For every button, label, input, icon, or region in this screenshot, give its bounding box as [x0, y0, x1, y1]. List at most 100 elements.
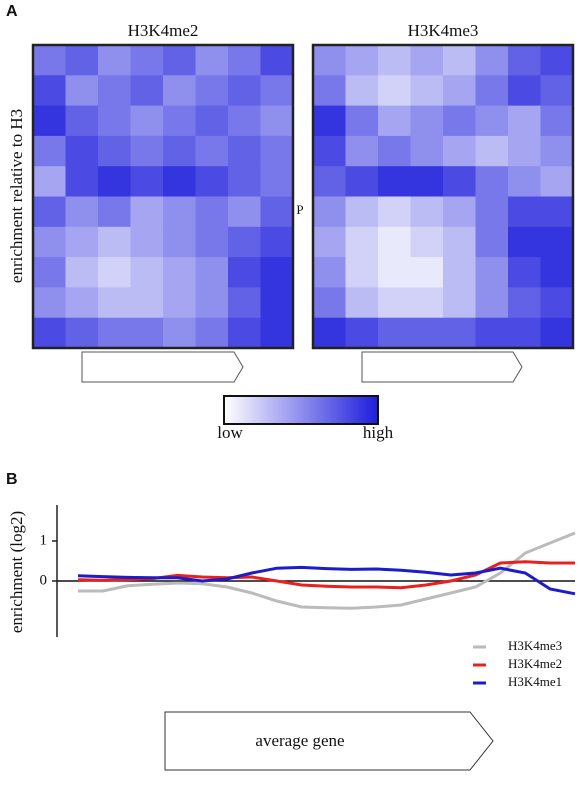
heatmap-cell	[508, 105, 541, 137]
heatmap-cell	[378, 257, 411, 288]
legend-label: H3K4me3	[508, 638, 562, 653]
heatmap-cell	[260, 226, 294, 258]
heatmap-cell	[313, 196, 346, 228]
heatmap-cell	[443, 226, 476, 258]
heatmap-cell	[98, 75, 131, 107]
heatmap-cell	[345, 105, 379, 137]
heatmap-cell	[313, 287, 346, 319]
heatmap-cell	[163, 45, 196, 76]
heatmap-cell	[345, 287, 379, 319]
heatmap-cell	[98, 166, 131, 197]
y-tick-label: 0	[40, 572, 48, 588]
heatmap-cell	[98, 135, 131, 167]
heatmap-cell	[475, 287, 509, 319]
heatmap-cell	[260, 317, 294, 349]
heatmap-cell	[260, 45, 294, 76]
heatmap-cell	[163, 317, 196, 349]
heatmap-cell	[228, 257, 261, 288]
heatmap-cell	[540, 317, 574, 349]
heatmap-cell	[443, 166, 476, 197]
heatmap-cell	[378, 45, 411, 76]
heatmap-cell	[163, 257, 196, 288]
heatmap-cell	[345, 75, 379, 107]
heatmap-cell	[33, 226, 66, 258]
heatmap-cell	[195, 166, 229, 197]
heatmap-cell	[98, 45, 131, 76]
heatmap-cell	[508, 45, 541, 76]
heatmap-cell	[195, 226, 229, 258]
heatmap-cell	[195, 196, 229, 228]
heatmap-cell	[508, 257, 541, 288]
heatmap-cell	[475, 166, 509, 197]
heatmap-cell	[345, 45, 379, 76]
heatmap-cell	[195, 75, 229, 107]
heatmap-frame	[31, 43, 295, 350]
heatmap-cell	[443, 287, 476, 319]
heatmap-cell	[98, 287, 131, 319]
heatmap-cell	[33, 257, 66, 288]
heatmap-cell	[228, 135, 261, 167]
heatmap-cell	[508, 287, 541, 319]
heatmap-cell	[195, 105, 229, 137]
heatmap-cell	[163, 105, 196, 137]
heatmap-cell	[33, 166, 66, 197]
heatmap-cell	[260, 135, 294, 167]
heatmap-cell	[410, 226, 444, 258]
heatmap-cell	[540, 105, 574, 137]
heatmap-cell	[98, 196, 131, 228]
panel-label: A	[6, 3, 18, 20]
gene-arrow	[164, 711, 494, 771]
heatmap-cell	[163, 196, 196, 228]
heatmap-cell	[33, 105, 66, 137]
heatmap-cell	[228, 166, 261, 197]
heatmap-cell	[228, 45, 261, 76]
heatmap-cell	[443, 317, 476, 349]
annotation: P	[296, 202, 303, 217]
heatmap-cell	[378, 317, 411, 349]
heatmap-cell	[130, 135, 164, 167]
heatmap-cell	[540, 75, 574, 107]
heatmap-cell	[345, 317, 379, 349]
heatmap-cell	[260, 257, 294, 288]
colorbar-label: high	[363, 423, 394, 442]
heatmap-cell	[33, 317, 66, 349]
heatmap-cell	[228, 196, 261, 228]
heatmap-cell	[540, 166, 574, 197]
heatmap-cell	[540, 45, 574, 76]
heatmap-cell	[130, 75, 164, 107]
heatmap-cell	[313, 257, 346, 288]
gene-arrow	[81, 351, 244, 383]
gene-arrow	[361, 351, 523, 383]
heatmap-cell	[410, 287, 444, 319]
heatmap-cell	[98, 257, 131, 288]
heatmap-cell	[475, 226, 509, 258]
heatmap-cell	[98, 317, 131, 349]
heatmap-cell	[65, 105, 99, 137]
heatmap-cell	[508, 226, 541, 258]
heatmap-cell	[313, 75, 346, 107]
x-axis-label: average gene	[255, 731, 344, 750]
heatmap-cell	[65, 75, 99, 107]
heatmap-cell	[475, 105, 509, 137]
heatmap-cell	[195, 317, 229, 349]
heatmap-cell	[410, 75, 444, 107]
heatmap-cell	[228, 105, 261, 137]
heatmap-cell	[475, 45, 509, 76]
heatmap-cell	[410, 196, 444, 228]
heatmap-cell	[475, 135, 509, 167]
heatmap-cell	[410, 45, 444, 76]
heatmap-title: H3K4me3	[408, 21, 479, 40]
heatmap-cell	[443, 257, 476, 288]
heatmap-cell	[540, 257, 574, 288]
legend-label: H3K4me2	[508, 656, 562, 671]
heatmap-cell	[378, 196, 411, 228]
heatmap-cell	[410, 317, 444, 349]
panel-label: B	[6, 471, 18, 488]
y-axis-label: enrichment relative to H3	[7, 109, 26, 283]
heatmap-cell	[345, 196, 379, 228]
heatmap-cell	[260, 105, 294, 137]
heatmap-cell	[65, 257, 99, 288]
heatmap-cell	[313, 317, 346, 349]
heatmap-cell	[228, 287, 261, 319]
heatmap-cell	[33, 135, 66, 167]
